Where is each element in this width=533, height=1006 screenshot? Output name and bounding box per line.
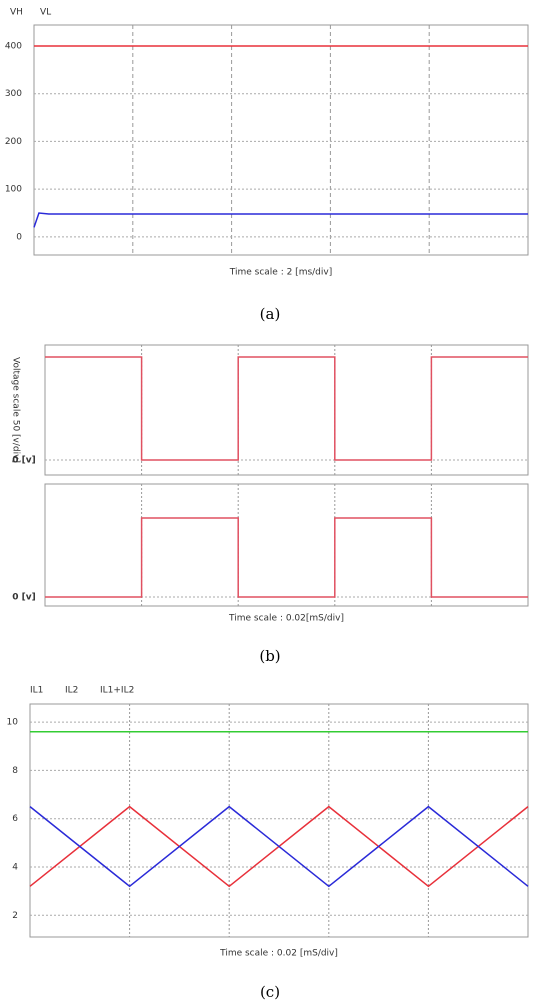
y-tick-label: 0 [v] — [12, 592, 36, 602]
series-line — [29, 805, 529, 888]
caption: (c) — [260, 983, 280, 1001]
y-tick-label: 8 — [12, 766, 18, 776]
plot-frame — [44, 344, 529, 476]
y-tick-label: 100 — [5, 185, 22, 195]
x-axis-label: Time scale : 2 [ms/div] — [229, 268, 332, 278]
y-tick-label: 0 [v] — [12, 455, 36, 465]
plot-frame — [29, 703, 529, 938]
plot-frame — [44, 483, 529, 607]
legend-entry: VH — [10, 8, 23, 18]
series-line — [33, 212, 528, 228]
y-tick-label: 0 — [16, 232, 22, 242]
y-axis-label: Voltage scale 50 [v/div] — [11, 357, 21, 463]
caption: (a) — [260, 305, 281, 323]
y-tick-label: 300 — [5, 89, 22, 99]
series-line — [45, 517, 528, 598]
legend-entry: VL — [40, 8, 51, 18]
caption: (b) — [259, 647, 280, 665]
y-tick-label: 200 — [5, 137, 22, 147]
y-tick-label: 10 — [7, 718, 19, 728]
plot-frame — [33, 24, 529, 256]
x-axis-label: Time scale : 0.02[mS/div] — [228, 614, 344, 624]
legend-entry: IL1 — [30, 686, 43, 696]
x-axis-label: Time scale : 0.02 [mS/div] — [219, 949, 338, 959]
y-tick-label: 6 — [12, 814, 18, 824]
legend-entry: IL2 — [65, 686, 78, 696]
series-line — [45, 356, 528, 461]
y-tick-label: 400 — [5, 41, 22, 51]
legend-entry: IL1+IL2 — [100, 686, 134, 696]
y-tick-label: 4 — [12, 862, 18, 872]
y-tick-label: 2 — [12, 911, 18, 921]
